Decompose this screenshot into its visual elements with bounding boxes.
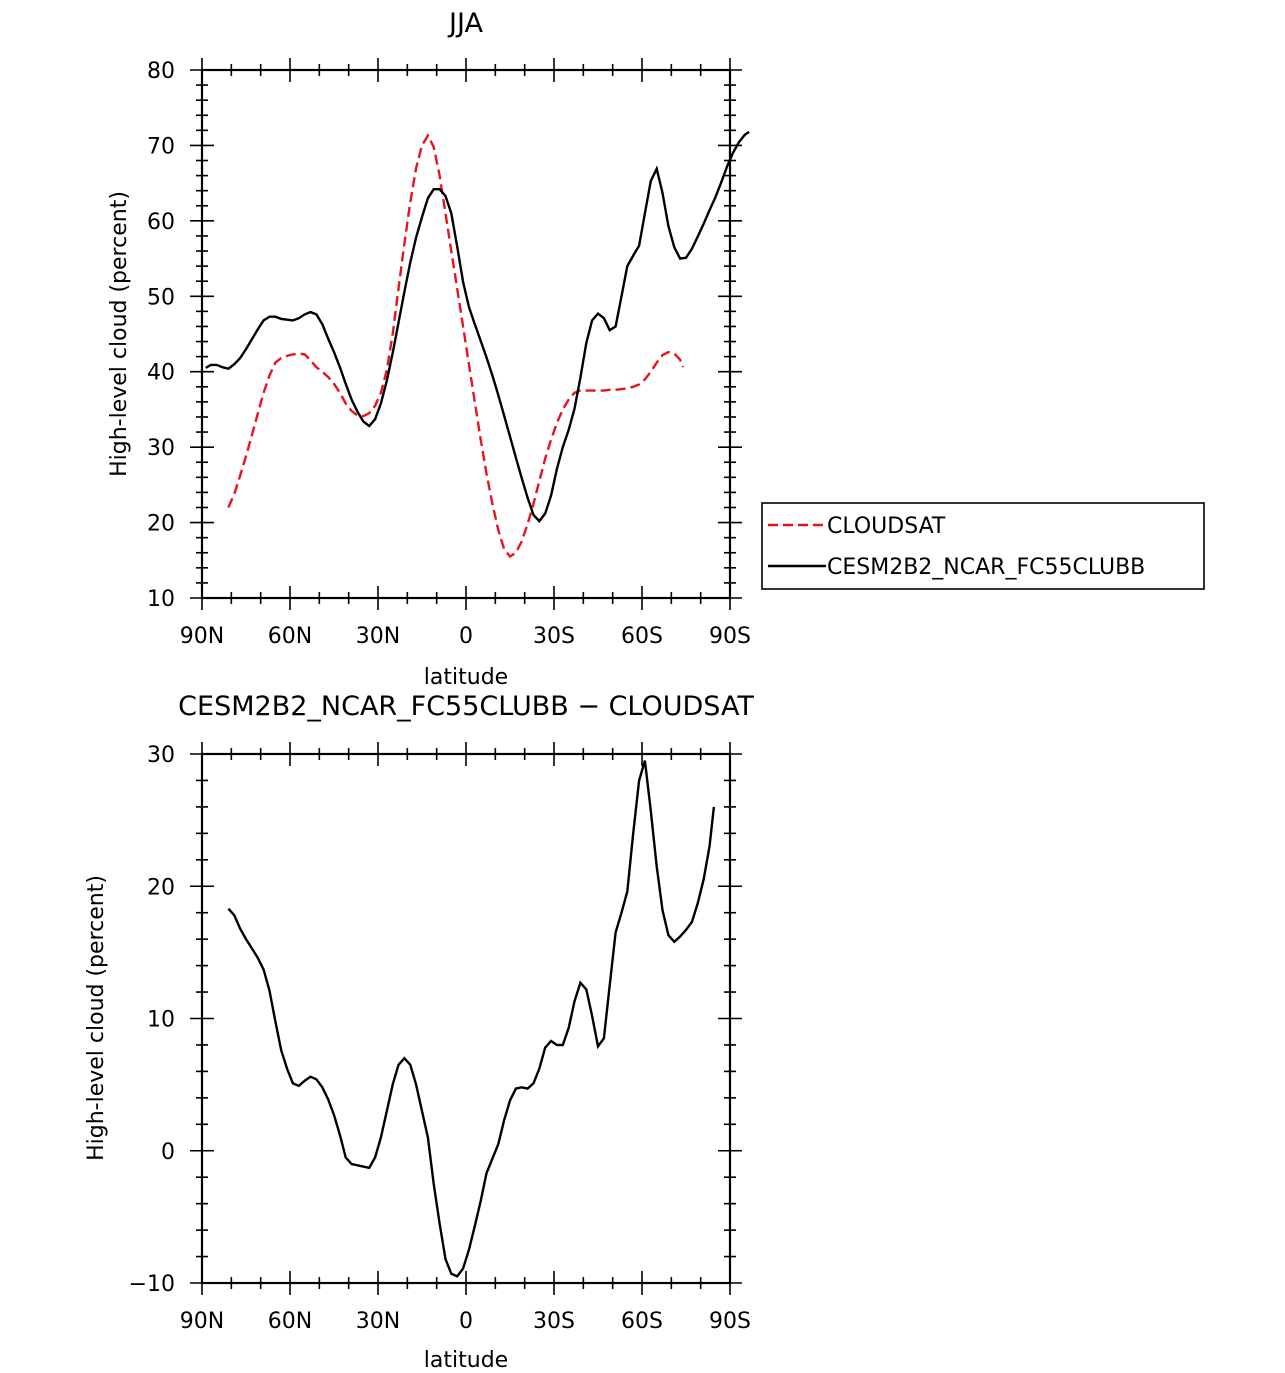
x-tick-label: 60N	[268, 624, 312, 649]
y-tick-label: 20	[147, 512, 175, 537]
x-tick-label: 30N	[356, 1309, 400, 1334]
top-chart-title: JJA	[447, 8, 483, 39]
y-tick-label: 10	[147, 1008, 175, 1033]
x-tick-label: 60N	[268, 1309, 312, 1334]
bottom-chart-title: CESM2B2_NCAR_FC55CLUBB − CLOUDSAT	[178, 691, 754, 722]
x-tick-label: 30S	[533, 624, 575, 649]
x-tick-label: 90S	[709, 1309, 751, 1334]
x-tick-label: 0	[459, 624, 473, 649]
y-tick-label: −10	[129, 1272, 175, 1297]
legend-label-cloudsat: CLOUDSAT	[827, 514, 946, 539]
top-chart: JJA 90N 60N 30N 0 30S 60S 90S1020304050607080 …	[107, 8, 1205, 690]
bottom-chart: CESM2B2_NCAR_FC55CLUBB − CLOUDSAT 90N 60N…	[84, 691, 754, 1373]
y-tick-label: 50	[147, 285, 175, 310]
legend: CLOUDSAT CESM2B2_NCAR_FC55CLUBB	[761, 502, 1205, 590]
y-tick-label: 0	[161, 1140, 175, 1165]
top-plot-frame	[200, 68, 732, 600]
top-ticks	[190, 58, 742, 610]
legend-label-cesm2b2: CESM2B2_NCAR_FC55CLUBB	[827, 555, 1145, 580]
bottom-series-group	[227, 760, 716, 1278]
bottom-ticks	[190, 742, 742, 1295]
x-tick-label: 90S	[709, 624, 751, 649]
bottom-plot-frame	[200, 752, 732, 1285]
top-tick-labels: 90N 60N 30N 0 30S 60S 90S 10 20 30 40 50 60 70 80	[147, 59, 751, 649]
top-x-axis-title: latitude	[424, 665, 508, 690]
x-tick-label: 30S	[533, 1309, 575, 1334]
y-tick-label: 10	[147, 587, 175, 612]
x-tick-label: 0	[459, 1309, 473, 1334]
bottom-y-axis-title: High-level cloud (percent)	[84, 875, 109, 1161]
y-tick-label: 40	[147, 361, 175, 386]
y-tick-label: 30	[147, 743, 175, 768]
top-series-group	[205, 130, 750, 559]
x-tick-label: 60S	[621, 1309, 663, 1334]
legend-box	[761, 502, 1205, 590]
series-line-cesm2b2	[205, 130, 750, 523]
y-tick-label: 30	[147, 436, 175, 461]
x-tick-label: 30N	[356, 624, 400, 649]
series-line-difference	[227, 760, 716, 1278]
y-tick-label: 60	[147, 210, 175, 235]
top-y-axis-title: High-level cloud (percent)	[107, 191, 132, 477]
x-tick-label: 60S	[621, 624, 663, 649]
x-tick-label: 90N	[180, 624, 224, 649]
bottom-tick-labels: 90N 60N 30N 0 30S 60S 90S −10 0 10 20 30	[129, 743, 751, 1334]
x-tick-label: 90N	[180, 1309, 224, 1334]
y-tick-label: 80	[147, 59, 175, 84]
bottom-x-axis-title: latitude	[424, 1348, 508, 1373]
series-line-cloudsat	[227, 133, 685, 559]
y-tick-label: 70	[147, 134, 175, 159]
y-tick-label: 20	[147, 875, 175, 900]
